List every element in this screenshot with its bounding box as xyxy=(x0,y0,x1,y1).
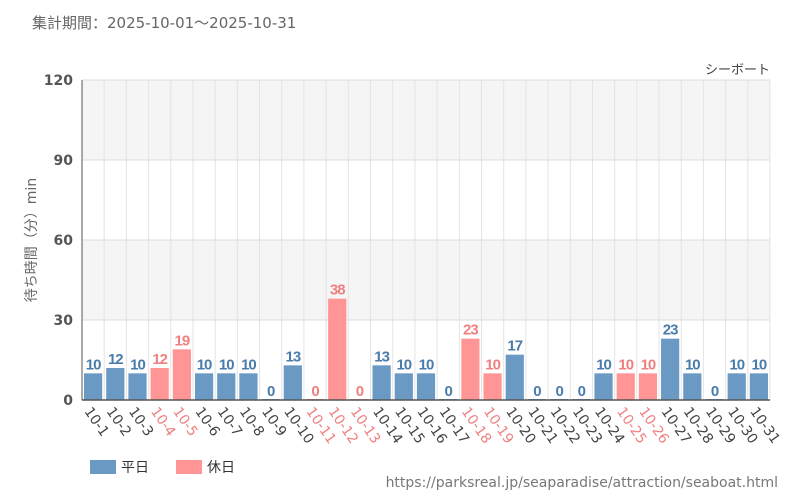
legend-swatch-weekday xyxy=(90,460,116,474)
series-name-label: シーボート xyxy=(705,63,770,78)
bar xyxy=(749,373,769,400)
data-label: 10 xyxy=(618,356,633,373)
bar xyxy=(172,349,191,400)
y-axis-ticks: 0 30 60 90 120 xyxy=(44,73,73,409)
bar xyxy=(328,298,347,400)
bar xyxy=(416,373,436,400)
y-tick-label: 60 xyxy=(54,233,74,249)
plot-band xyxy=(82,240,770,320)
legend-label-weekday: 平日 xyxy=(121,460,149,476)
legend-label-holiday: 休日 xyxy=(207,460,235,476)
data-label: 13 xyxy=(285,348,300,365)
bar xyxy=(83,373,103,400)
data-label: 10 xyxy=(485,356,500,373)
bar xyxy=(461,338,480,400)
y-tick-label: 90 xyxy=(54,153,74,169)
legend: 平日 休日 xyxy=(90,460,235,476)
data-label: 23 xyxy=(463,322,478,339)
data-label: 10 xyxy=(729,356,744,373)
data-label: 13 xyxy=(374,348,389,365)
bar xyxy=(727,373,746,400)
legend-swatch-holiday xyxy=(176,460,202,474)
data-label: 12 xyxy=(108,351,123,368)
data-label: 10 xyxy=(596,356,611,373)
y-tick-label: 0 xyxy=(63,393,73,409)
bar xyxy=(594,373,613,400)
bar xyxy=(150,368,169,400)
data-label: 10 xyxy=(396,356,411,373)
data-label: 0 xyxy=(267,383,275,400)
data-label: 0 xyxy=(445,383,453,400)
source-url[interactable]: https://parksreal.jp/seaparadise/attract… xyxy=(386,475,778,491)
bar-series xyxy=(83,298,769,400)
bar xyxy=(638,373,658,400)
data-label: 19 xyxy=(175,332,190,349)
data-label: 10 xyxy=(685,356,700,373)
bar xyxy=(372,365,391,400)
data-label: 0 xyxy=(311,383,319,400)
data-label: 23 xyxy=(663,322,678,339)
data-label: 10 xyxy=(86,356,101,373)
y-axis-title: 待ち時間（分）min xyxy=(24,178,40,302)
data-label: 10 xyxy=(130,356,145,373)
data-label: 0 xyxy=(578,383,586,400)
data-label: 0 xyxy=(533,383,541,400)
data-label: 10 xyxy=(419,356,434,373)
plot-band xyxy=(82,80,770,160)
bar xyxy=(616,373,635,400)
y-tick-label: 120 xyxy=(44,73,73,89)
bar xyxy=(483,373,502,400)
data-label: 10 xyxy=(241,356,256,373)
bar xyxy=(283,365,302,400)
data-label: 10 xyxy=(752,356,767,373)
data-label: 10 xyxy=(641,356,656,373)
data-label: 0 xyxy=(555,383,563,400)
y-tick-label: 30 xyxy=(54,313,74,329)
data-label: 17 xyxy=(507,338,522,355)
data-label: 38 xyxy=(330,282,345,299)
data-label: 0 xyxy=(356,383,364,400)
bar xyxy=(239,373,258,400)
plot-band xyxy=(82,160,770,240)
data-label: 10 xyxy=(197,356,212,373)
bar xyxy=(217,373,236,400)
data-label: 10 xyxy=(219,356,234,373)
bar xyxy=(194,373,214,400)
bar xyxy=(683,373,702,400)
data-label: 0 xyxy=(711,383,719,400)
x-axis-ticks: 10-110-210-310-410-510-610-710-810-910-1… xyxy=(81,404,783,447)
bar xyxy=(106,368,125,400)
plot-bands xyxy=(82,80,770,400)
bar xyxy=(394,373,413,400)
bar xyxy=(661,338,680,400)
period-label: 集計期間：2025-10-01～2025-10-31 xyxy=(32,14,296,32)
bar xyxy=(128,373,147,400)
bar xyxy=(505,354,524,400)
data-label: 12 xyxy=(152,351,167,368)
